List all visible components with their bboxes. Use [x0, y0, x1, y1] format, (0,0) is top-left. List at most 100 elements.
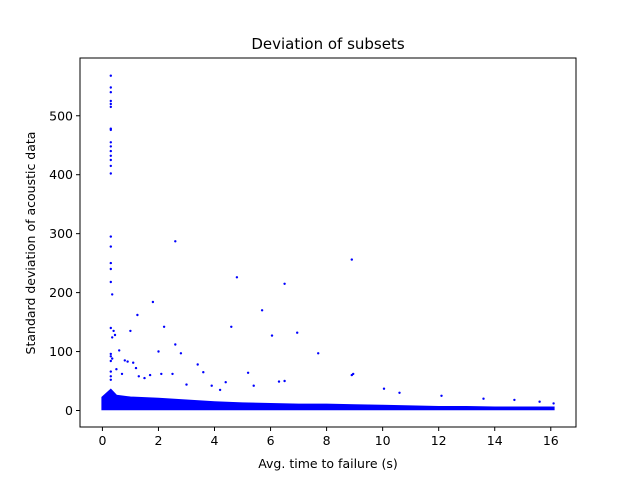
chart-title: Deviation of subsets: [251, 35, 405, 53]
data-point: [109, 149, 113, 153]
data-point: [350, 258, 353, 261]
data-point: [179, 352, 183, 355]
data-point: [538, 400, 541, 403]
data-point: [109, 102, 113, 106]
data-point: [252, 384, 255, 387]
data-point: [157, 350, 160, 353]
y-tick-label: 400: [49, 167, 73, 182]
data-point: [283, 379, 286, 383]
data-point: [109, 352, 113, 356]
data-point: [202, 371, 205, 374]
data-point: [134, 366, 138, 370]
data-point: [230, 325, 233, 328]
data-point: [109, 164, 113, 168]
data-point: [109, 141, 113, 144]
data-point: [109, 145, 113, 148]
data-point: [482, 397, 485, 400]
data-point: [137, 375, 140, 378]
data-point: [171, 372, 174, 376]
x-tick-label: 12: [431, 433, 447, 448]
data-point: [109, 158, 113, 162]
data-point: [113, 333, 117, 337]
data-point: [111, 357, 114, 360]
plot-area: [101, 388, 555, 411]
data-point: [111, 336, 114, 339]
data-point: [109, 245, 113, 248]
data-point: [513, 398, 516, 402]
x-tick-label: 2: [154, 433, 162, 448]
data-point: [109, 378, 113, 381]
x-tick-label: 4: [211, 433, 219, 448]
data-point: [109, 261, 113, 265]
data-point: [136, 313, 139, 317]
data-point: [210, 384, 213, 387]
data-point: [224, 381, 227, 384]
data-point: [148, 373, 152, 377]
data-point: [109, 375, 113, 378]
data-point: [174, 343, 177, 346]
data-point: [109, 280, 113, 284]
dense-point-band: [101, 388, 555, 411]
y-tick-label: 500: [49, 108, 73, 123]
data-point: [398, 391, 401, 394]
data-point: [260, 309, 264, 312]
data-point: [120, 372, 124, 376]
x-tick-label: 16: [543, 433, 559, 448]
data-point: [109, 359, 113, 363]
data-point: [109, 235, 113, 238]
y-tick-label: 300: [49, 226, 73, 241]
data-point: [185, 383, 188, 386]
data-point: [112, 329, 115, 333]
data-points: [109, 74, 555, 405]
data-point: [109, 86, 113, 89]
data-point: [151, 300, 155, 304]
x-tick-label: 10: [375, 433, 391, 448]
data-point: [143, 376, 146, 380]
data-point: [196, 363, 199, 366]
data-point: [218, 388, 222, 392]
x-axis: 0 2 4 6 8 10 12 14 16: [98, 427, 559, 448]
data-point: [440, 394, 443, 397]
data-point: [109, 326, 113, 330]
data-point: [126, 360, 129, 363]
data-point: [109, 74, 113, 77]
x-tick-label: 14: [487, 433, 503, 448]
data-point: [174, 240, 177, 243]
data-point: [129, 329, 132, 333]
x-tick-label: 8: [323, 433, 331, 448]
data-point: [109, 105, 113, 109]
data-point: [109, 267, 113, 271]
x-axis-label: Avg. time to failure (s): [258, 456, 398, 471]
data-point: [552, 402, 555, 405]
data-point: [162, 325, 166, 328]
data-point: [270, 334, 274, 337]
data-point: [109, 370, 113, 373]
data-point: [132, 361, 135, 364]
x-tick-label: 0: [98, 433, 106, 448]
data-point: [246, 371, 250, 374]
x-tick-label: 6: [267, 433, 275, 448]
y-axis: 0 100 200 300 400 500: [49, 108, 80, 418]
y-axis-label: Standard deviation of acoustic data: [23, 132, 38, 355]
data-point: [317, 352, 320, 355]
y-tick-label: 0: [65, 403, 73, 418]
data-point: [123, 359, 127, 362]
y-tick-label: 200: [49, 285, 73, 300]
data-point: [115, 368, 118, 371]
plot-frame: [79, 57, 577, 428]
data-point: [109, 99, 113, 103]
data-point: [109, 91, 113, 94]
data-point: [109, 355, 113, 358]
data-point: [160, 372, 163, 376]
data-point: [109, 154, 113, 157]
y-tick-label: 100: [49, 344, 73, 359]
data-point: [118, 349, 121, 352]
data-point: [382, 387, 386, 390]
data-point: [109, 128, 113, 132]
data-point: [283, 282, 286, 285]
data-point: [111, 293, 114, 296]
data-point: [109, 172, 113, 175]
data-point: [352, 372, 355, 376]
data-point: [296, 331, 299, 334]
